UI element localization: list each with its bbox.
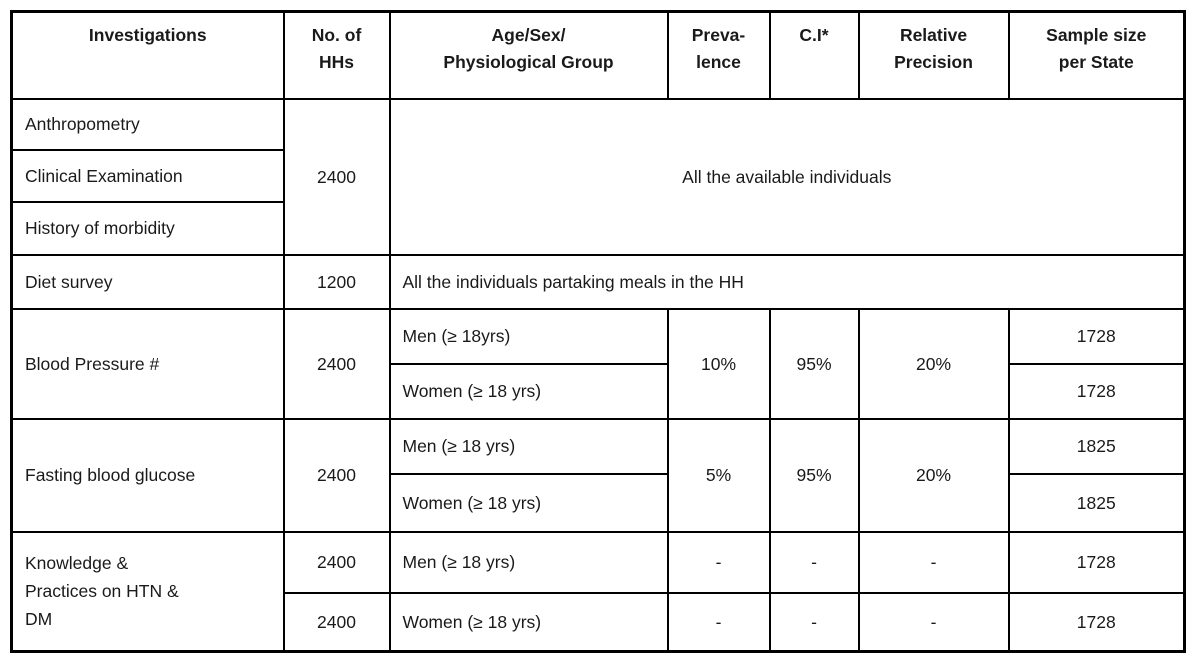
row-blood-pressure-men: Blood Pressure # 2400 Men (≥ 18yrs) 10% … bbox=[10, 307, 1186, 420]
cell-investigation-anthropometry: Anthropometry bbox=[10, 97, 285, 151]
row-diet-survey: Diet survey 1200 All the individuals par… bbox=[10, 253, 1186, 310]
cell-sample-fasting-glucose-women: 1825 bbox=[1007, 472, 1186, 533]
header-prevalence: Preva- lence bbox=[666, 10, 771, 100]
cell-investigation-clinical-examination: Clinical Examination bbox=[10, 148, 285, 203]
cell-sample-blood-pressure-women: 1728 bbox=[1007, 362, 1186, 420]
cell-relative-precision-fasting-glucose: 20% bbox=[857, 417, 1010, 533]
header-relative-precision: Relative Precision bbox=[857, 10, 1010, 100]
row-knowledge-men: Knowledge & Practices on HTN & DM 2400 M… bbox=[10, 530, 1186, 653]
row-knowledge-women: 2400 Women (≥ 18 yrs) - - - 1728 bbox=[12, 591, 1186, 653]
cell-group-blood-pressure-women: Women (≥ 18 yrs) bbox=[388, 362, 669, 420]
cell-prevalence-knowledge-men: - bbox=[666, 530, 771, 594]
cell-ci-fasting-glucose: 95% bbox=[768, 417, 860, 533]
sampling-design-table: Investigations No. of HHs Age/Sex/ Physi… bbox=[10, 10, 1186, 653]
header-age-sex-group: Age/Sex/ Physiological Group bbox=[388, 10, 669, 100]
cell-hhs-knowledge-women: 2400 bbox=[282, 591, 391, 653]
cell-prevalence-fasting-glucose: 5% bbox=[666, 417, 771, 533]
cell-ci-knowledge-men: - bbox=[768, 530, 860, 594]
header-ci: C.I* bbox=[768, 10, 860, 100]
header-sample-size: Sample size per State bbox=[1007, 10, 1186, 100]
cell-sample-knowledge-men: 1728 bbox=[1007, 530, 1186, 594]
cell-investigation-blood-pressure: Blood Pressure # bbox=[10, 307, 285, 420]
cell-relative-precision-knowledge-women: - bbox=[857, 591, 1010, 653]
cell-sample-fasting-glucose-men: 1825 bbox=[1007, 417, 1186, 475]
cell-hhs-fasting-glucose: 2400 bbox=[282, 417, 391, 533]
cell-investigation-knowledge-practices: Knowledge & Practices on HTN & DM bbox=[10, 530, 285, 653]
cell-ci-knowledge-women: - bbox=[768, 591, 860, 653]
cell-sample-knowledge-women: 1728 bbox=[1007, 591, 1186, 653]
cell-prevalence-knowledge-women: - bbox=[666, 591, 771, 653]
header-investigations: Investigations bbox=[10, 10, 285, 100]
header-no-of-hhs: No. of HHs bbox=[282, 10, 391, 100]
cell-hhs-anthro-group: 2400 bbox=[282, 97, 391, 256]
cell-hhs-blood-pressure: 2400 bbox=[282, 307, 391, 420]
row-anthropometry: Anthropometry 2400 All the available ind… bbox=[10, 97, 1186, 256]
row-fasting-glucose-women: Women (≥ 18 yrs) 1825 bbox=[12, 472, 1186, 533]
cell-relative-precision-blood-pressure: 20% bbox=[857, 307, 1010, 420]
cell-note-diet-survey: All the individuals partaking meals in t… bbox=[388, 253, 1186, 310]
cell-ci-blood-pressure: 95% bbox=[768, 307, 860, 420]
cell-group-knowledge-men: Men (≥ 18 yrs) bbox=[388, 530, 669, 594]
cell-sample-blood-pressure-men: 1728 bbox=[1007, 307, 1186, 365]
cell-group-fasting-glucose-women: Women (≥ 18 yrs) bbox=[388, 472, 669, 533]
row-fasting-glucose-men: Fasting blood glucose 2400 Men (≥ 18 yrs… bbox=[10, 417, 1186, 533]
row-clinical-examination: Clinical Examination bbox=[10, 148, 1185, 203]
cell-group-blood-pressure-men: Men (≥ 18yrs) bbox=[388, 307, 669, 365]
cell-group-knowledge-women: Women (≥ 18 yrs) bbox=[388, 591, 669, 653]
cell-relative-precision-knowledge-men: - bbox=[857, 530, 1010, 594]
cell-note-anthro-group: All the available individuals bbox=[388, 97, 1186, 256]
cell-investigation-diet-survey: Diet survey bbox=[10, 253, 285, 310]
cell-hhs-knowledge-men: 2400 bbox=[282, 530, 391, 594]
header-row: Investigations No. of HHs Age/Sex/ Physi… bbox=[10, 10, 1186, 100]
cell-hhs-diet-survey: 1200 bbox=[282, 253, 391, 310]
row-blood-pressure-women: Women (≥ 18 yrs) 1728 bbox=[12, 362, 1186, 420]
cell-group-fasting-glucose-men: Men (≥ 18 yrs) bbox=[388, 417, 669, 475]
cell-prevalence-blood-pressure: 10% bbox=[666, 307, 771, 420]
cell-investigation-history-of-morbidity: History of morbidity bbox=[10, 200, 285, 256]
cell-investigation-fasting-glucose: Fasting blood glucose bbox=[10, 417, 285, 533]
row-history-of-morbidity: History of morbidity bbox=[10, 200, 1185, 256]
